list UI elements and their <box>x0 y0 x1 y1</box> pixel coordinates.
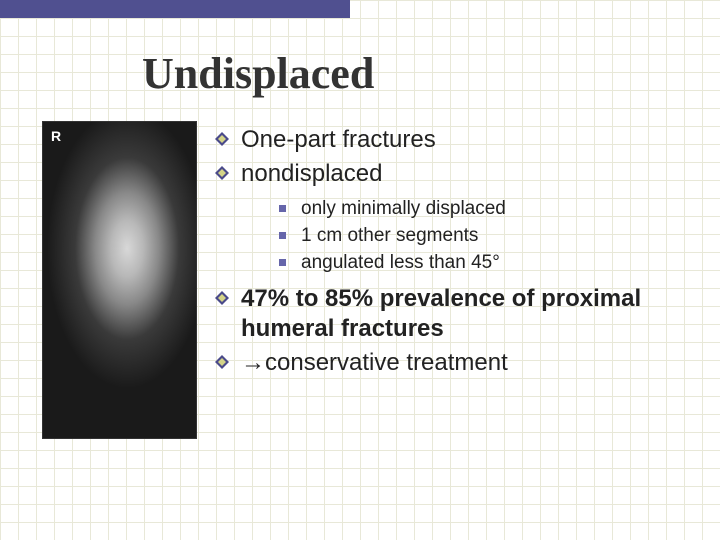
bullet-l2-item: 1 cm other segments <box>279 224 678 248</box>
bullet-l2-item: only minimally displaced <box>279 197 678 221</box>
bullet-text: 47% to 85% prevalence of proximal humera… <box>241 285 641 342</box>
slide-body: Undisplaced One-part fractures nondispla… <box>0 0 720 540</box>
bullet-text: 1 cm other segments <box>301 225 478 246</box>
arrow-icon: → <box>241 349 265 376</box>
diamond-bullet-icon <box>215 132 229 146</box>
bullet-l1-item: nondisplaced only minimally displaced 1 … <box>215 159 678 274</box>
bullet-l1-item: One-part fractures <box>215 125 678 155</box>
diamond-bullet-icon <box>215 166 229 180</box>
xray-image <box>42 121 197 439</box>
bullet-text: One-part fractures <box>241 126 436 153</box>
bullet-list-level2: only minimally displaced 1 cm other segm… <box>279 197 678 274</box>
bullet-text: angulated less than 45° <box>301 252 500 273</box>
bullet-l2-item: angulated less than 45° <box>279 251 678 275</box>
diamond-bullet-icon <box>215 355 229 369</box>
bullet-text: conservative treatment <box>265 349 508 376</box>
bullet-l1-item: 47% to 85% prevalence of proximal humera… <box>215 284 678 344</box>
text-column: One-part fractures nondisplaced only min… <box>215 121 678 439</box>
bullet-list-level1: One-part fractures nondisplaced only min… <box>215 125 678 378</box>
bullet-text: nondisplaced <box>241 160 382 187</box>
diamond-bullet-icon <box>215 291 229 305</box>
bullet-l1-item: →conservative treatment <box>215 348 678 378</box>
content-row: One-part fractures nondisplaced only min… <box>42 121 678 439</box>
slide-title: Undisplaced <box>142 48 678 99</box>
bullet-text: only minimally displaced <box>301 198 506 219</box>
